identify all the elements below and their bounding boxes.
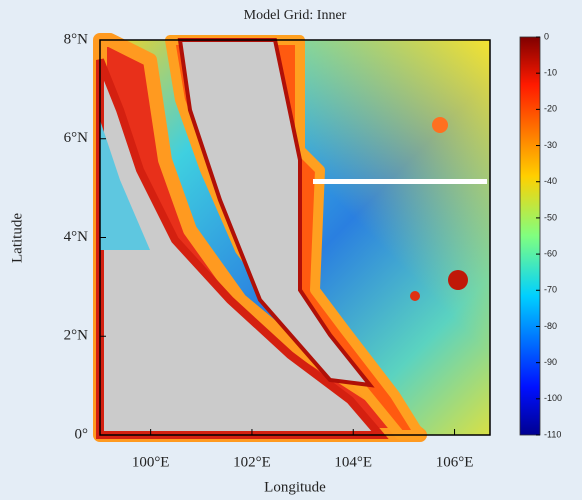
chart-title: Model Grid: Inner bbox=[244, 8, 347, 23]
y-tick-label: 6°N bbox=[64, 130, 88, 146]
colorbar-tick-label: -20 bbox=[544, 104, 557, 114]
colorbar-tick-label: -10 bbox=[544, 68, 557, 78]
y-axis-label: Latitude bbox=[9, 213, 25, 263]
colorbar-tick-label: -100 bbox=[544, 393, 562, 403]
x-axis-label: Longitude bbox=[264, 479, 326, 495]
colorbar-tick-label: -90 bbox=[544, 357, 557, 367]
colorbar-tick-label: -30 bbox=[544, 140, 557, 150]
map bbox=[93, 33, 490, 442]
y-tick-label: 2°N bbox=[64, 328, 88, 344]
colorbar-tick-label: -60 bbox=[544, 248, 557, 258]
y-tick-label: 0° bbox=[75, 426, 89, 442]
x-tick-label: 106°E bbox=[436, 454, 474, 470]
y-tick-label: 8°N bbox=[64, 31, 88, 47]
colorbar-tick-label: -110 bbox=[544, 429, 561, 439]
colorbar-tick-label: -40 bbox=[544, 176, 557, 186]
y-tick-label: 4°N bbox=[64, 229, 88, 245]
colorbar bbox=[519, 36, 541, 436]
colorbar-tick-label: -70 bbox=[544, 285, 557, 295]
x-tick-label: 104°E bbox=[334, 454, 372, 470]
colorbar-tick-label: 0 bbox=[544, 31, 549, 41]
colorbar-tick-label: -50 bbox=[544, 212, 557, 222]
x-tick-label: 102°E bbox=[233, 454, 271, 470]
colorbar-tick-label: -80 bbox=[544, 321, 557, 331]
x-tick-label: 100°E bbox=[132, 454, 170, 470]
